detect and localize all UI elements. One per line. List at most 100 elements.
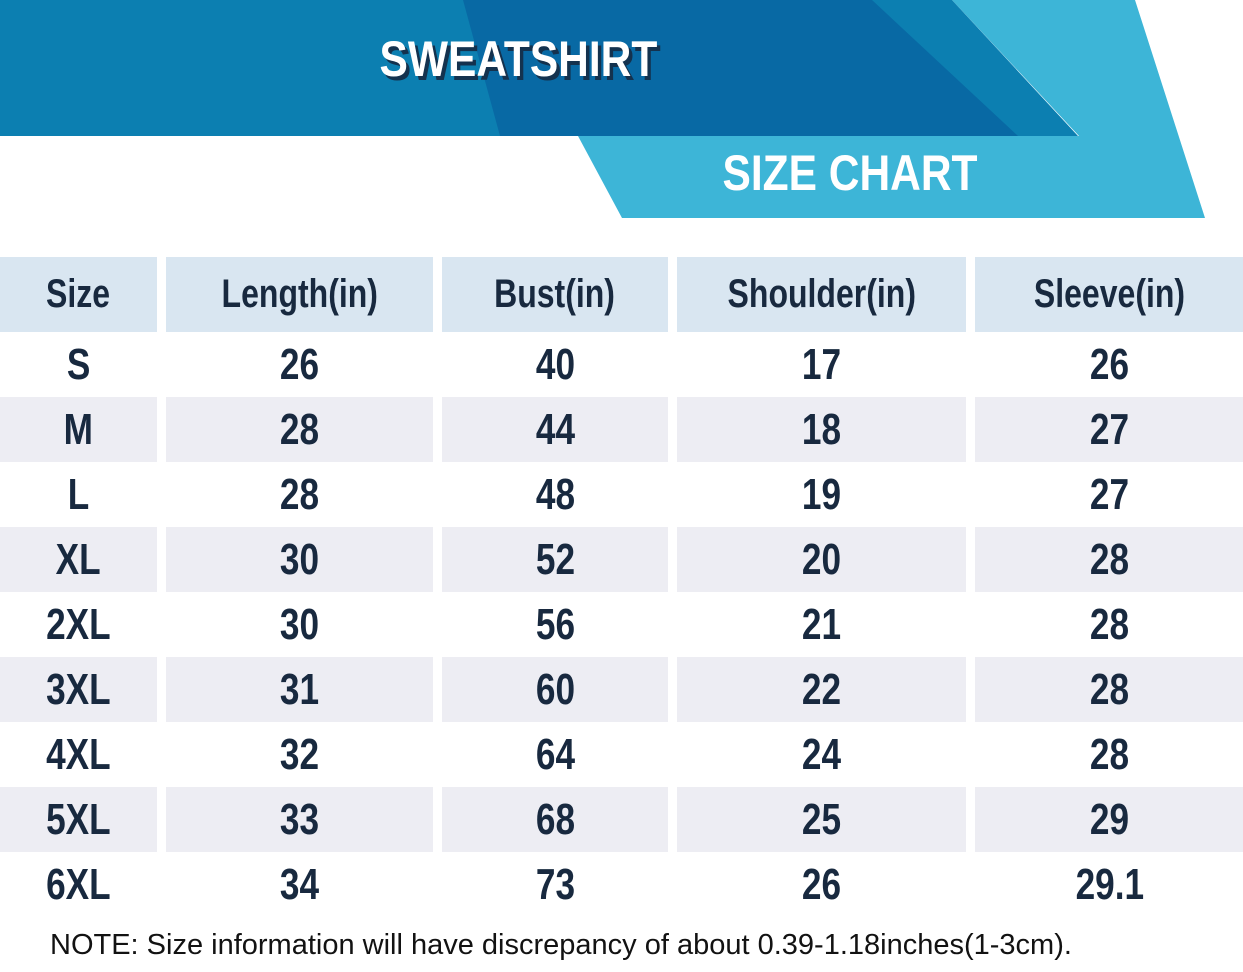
column-header-sleeve-in-text: Sleeve(in) <box>1033 272 1186 316</box>
cell-5xl-length-in-text: 33 <box>279 794 320 844</box>
cell-3xl-shoulder-in-text: 22 <box>801 664 842 714</box>
cell-l-sleeve-in-text: 27 <box>1089 469 1130 519</box>
cell-2xl-bust-in-text: 56 <box>535 599 575 649</box>
row-label-4xl-text: 4XL <box>46 729 111 779</box>
cell-s-length-in-text: 26 <box>279 339 320 389</box>
cell-s-bust-in: 40 <box>442 332 668 397</box>
row-label-3xl-text: 3XL <box>46 664 111 714</box>
cell-3xl-bust-in-text: 60 <box>535 664 575 714</box>
banner-header: SWEATSHIRT SIZE CHART <box>0 0 1243 225</box>
cell-2xl-sleeve-in: 28 <box>975 592 1243 657</box>
cell-6xl-bust-in-text: 73 <box>535 859 575 909</box>
cell-m-bust-in-text: 44 <box>535 404 575 454</box>
row-label-4xl: 4XL <box>0 722 157 787</box>
row-label-m: M <box>0 397 157 462</box>
cell-3xl-bust-in: 60 <box>442 657 668 722</box>
row-label-2xl-text: 2XL <box>46 599 111 649</box>
note-text: NOTE: Size information will have discrep… <box>50 929 1072 961</box>
cell-m-sleeve-in-text: 27 <box>1089 404 1130 454</box>
row-label-2xl: 2XL <box>0 592 157 657</box>
cell-3xl-length-in-text: 31 <box>279 664 320 714</box>
column-header-length-in: Length(in) <box>166 257 433 332</box>
cell-m-shoulder-in-text: 18 <box>801 404 842 454</box>
cell-s-length-in: 26 <box>166 332 433 397</box>
column-header-size: Size <box>0 257 157 332</box>
size-chart-heading-text: SIZE CHART <box>722 145 978 201</box>
cell-6xl-sleeve-in-text: 29.1 <box>1075 859 1144 909</box>
cell-6xl-shoulder-in-text: 26 <box>801 859 842 909</box>
cell-m-sleeve-in: 27 <box>975 397 1243 462</box>
cell-4xl-bust-in: 64 <box>442 722 668 787</box>
row-label-s-text: S <box>66 339 91 389</box>
column-header-sleeve-in: Sleeve(in) <box>975 257 1243 332</box>
cell-5xl-shoulder-in: 25 <box>677 787 966 852</box>
cell-3xl-sleeve-in-text: 28 <box>1089 664 1130 714</box>
cell-l-shoulder-in: 19 <box>677 462 966 527</box>
cell-4xl-length-in-text: 32 <box>279 729 320 779</box>
row-label-5xl-text: 5XL <box>46 794 111 844</box>
cell-m-shoulder-in: 18 <box>677 397 966 462</box>
row-label-m-text: M <box>63 404 94 454</box>
cell-5xl-bust-in: 68 <box>442 787 668 852</box>
cell-6xl-sleeve-in: 29.1 <box>975 852 1243 917</box>
cell-l-sleeve-in: 27 <box>975 462 1243 527</box>
cell-6xl-bust-in: 73 <box>442 852 668 917</box>
cell-3xl-sleeve-in: 28 <box>975 657 1243 722</box>
size-table: Size Length(in) Bust(in) Shoulder(in) Sleeve… <box>0 257 1243 917</box>
cell-xl-shoulder-in: 20 <box>677 527 966 592</box>
cell-4xl-shoulder-in-text: 24 <box>801 729 842 779</box>
cell-s-bust-in-text: 40 <box>535 339 575 389</box>
cell-l-length-in-text: 28 <box>279 469 320 519</box>
cell-s-shoulder-in-text: 17 <box>801 339 842 389</box>
column-header-bust-in-text: Bust(in) <box>494 272 616 316</box>
cell-m-length-in-text: 28 <box>279 404 320 454</box>
cell-4xl-sleeve-in: 28 <box>975 722 1243 787</box>
cell-2xl-sleeve-in-text: 28 <box>1089 599 1130 649</box>
cell-6xl-length-in: 34 <box>166 852 433 917</box>
row-label-5xl: 5XL <box>0 787 157 852</box>
row-label-s: S <box>0 332 157 397</box>
cell-l-bust-in: 48 <box>442 462 668 527</box>
product-title-text: SWEATSHIRT <box>379 31 658 87</box>
cell-4xl-length-in: 32 <box>166 722 433 787</box>
cell-4xl-sleeve-in-text: 28 <box>1089 729 1130 779</box>
product-title: SWEATSHIRT <box>355 32 675 87</box>
cell-xl-bust-in-text: 52 <box>535 534 575 584</box>
cell-2xl-shoulder-in: 21 <box>677 592 966 657</box>
cell-2xl-length-in: 30 <box>166 592 433 657</box>
size-chart-heading: SIZE CHART <box>700 146 1000 201</box>
cell-5xl-sleeve-in: 29 <box>975 787 1243 852</box>
cell-3xl-shoulder-in: 22 <box>677 657 966 722</box>
row-label-xl: XL <box>0 527 157 592</box>
cell-2xl-shoulder-in-text: 21 <box>801 599 842 649</box>
cell-s-sleeve-in-text: 26 <box>1089 339 1130 389</box>
cell-xl-bust-in: 52 <box>442 527 668 592</box>
cell-2xl-length-in-text: 30 <box>279 599 320 649</box>
cell-xl-shoulder-in-text: 20 <box>801 534 842 584</box>
row-label-l-text: L <box>67 469 90 519</box>
cell-xl-sleeve-in-text: 28 <box>1089 534 1130 584</box>
cell-l-length-in: 28 <box>166 462 433 527</box>
cell-xl-length-in: 30 <box>166 527 433 592</box>
cell-2xl-bust-in: 56 <box>442 592 668 657</box>
cell-4xl-bust-in-text: 64 <box>535 729 575 779</box>
cell-s-shoulder-in: 17 <box>677 332 966 397</box>
cell-s-sleeve-in: 26 <box>975 332 1243 397</box>
row-label-3xl: 3XL <box>0 657 157 722</box>
row-label-6xl-text: 6XL <box>46 859 111 909</box>
table-section: Size Length(in) Bust(in) Shoulder(in) Sleeve… <box>0 257 1243 962</box>
cell-3xl-length-in: 31 <box>166 657 433 722</box>
column-header-length-in-text: Length(in) <box>221 272 378 316</box>
row-label-6xl: 6XL <box>0 852 157 917</box>
cell-xl-sleeve-in: 28 <box>975 527 1243 592</box>
cell-4xl-shoulder-in: 24 <box>677 722 966 787</box>
cell-5xl-bust-in-text: 68 <box>535 794 575 844</box>
cell-6xl-shoulder-in: 26 <box>677 852 966 917</box>
column-header-shoulder-in: Shoulder(in) <box>677 257 966 332</box>
column-header-bust-in: Bust(in) <box>442 257 668 332</box>
cell-l-bust-in-text: 48 <box>535 469 575 519</box>
cell-m-length-in: 28 <box>166 397 433 462</box>
cell-5xl-sleeve-in-text: 29 <box>1089 794 1130 844</box>
cell-l-shoulder-in-text: 19 <box>801 469 842 519</box>
